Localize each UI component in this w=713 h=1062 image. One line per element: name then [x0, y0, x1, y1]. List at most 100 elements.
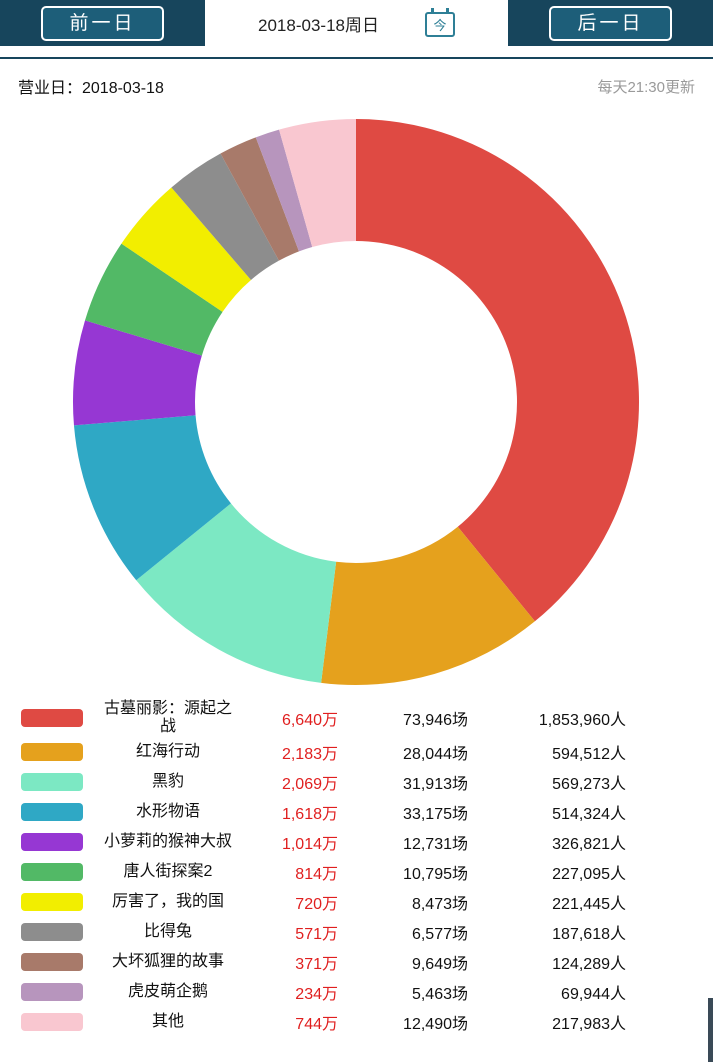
movie-audience: 326,821人	[552, 835, 626, 853]
movie-name: 水形物语	[135, 802, 200, 820]
legend-swatch-cell	[0, 802, 104, 821]
movie-name: 比得兔	[143, 922, 192, 940]
movie-revenue: 2,183万	[281, 745, 338, 763]
movie-sessions: 12,490场	[403, 1015, 468, 1033]
current-date-label: 2018-03-18周日	[258, 15, 379, 35]
legend-color-swatch	[21, 862, 83, 881]
movie-name: 厉害了，我的国	[111, 892, 224, 910]
legend-row: 水形物语 1,618万 33,175场 514,324人	[0, 797, 713, 827]
legend-color-swatch	[21, 802, 83, 821]
legend-row: 大坏狐狸的故事 371万 9,649场 124,289人	[0, 947, 713, 977]
legend-table: 古墓丽影：源起之战 6,640万 73,946场 1,853,960人 红海行动…	[0, 700, 713, 1037]
movie-sessions: 8,473场	[411, 895, 468, 913]
header: 前一日 2018-03-18周日 今 后一日	[0, 0, 713, 46]
pie-slice[interactable]	[73, 320, 202, 426]
movie-audience: 227,095人	[552, 865, 626, 883]
pie-slice[interactable]	[73, 415, 231, 581]
movie-revenue: 1,014万	[281, 835, 338, 853]
legend-swatch-cell	[0, 952, 104, 971]
legend-swatch-cell	[0, 982, 104, 1001]
pie-slice[interactable]	[279, 119, 356, 248]
movie-revenue: 720万	[295, 895, 338, 913]
movie-name: 小萝莉的猴神大叔	[104, 832, 233, 850]
legend-color-swatch	[21, 982, 83, 1001]
legend-row: 比得兔 571万 6,577场 187,618人	[0, 917, 713, 947]
pie-slice[interactable]	[136, 503, 337, 683]
movie-name: 红海行动	[135, 742, 200, 760]
legend-color-swatch	[21, 1012, 83, 1031]
movie-name: 大坏狐狸的故事	[111, 952, 224, 970]
legend-swatch-cell	[0, 922, 104, 941]
movie-sessions: 9,649场	[411, 955, 468, 973]
legend-color-swatch	[21, 709, 83, 728]
scrollbar-thumb[interactable]	[708, 998, 713, 1062]
legend-swatch-cell	[0, 742, 104, 761]
movie-audience: 124,289人	[552, 955, 626, 973]
pie-slice[interactable]	[121, 187, 251, 312]
legend-row: 红海行动 2,183万 28,044场 594,512人	[0, 737, 713, 767]
legend-row: 虎皮萌企鹅 234万 5,463场 69,944人	[0, 977, 713, 1007]
calendar-icon-label: 今	[433, 18, 447, 33]
legend-swatch-cell	[0, 709, 104, 728]
legend-row: 小萝莉的猴神大叔 1,014万 12,731场 326,821人	[0, 827, 713, 857]
pie-slice[interactable]	[321, 526, 535, 685]
movie-audience: 69,944人	[561, 985, 626, 1003]
movie-name: 古墓丽影：源起之战	[104, 700, 233, 736]
movie-name: 黑豹	[151, 772, 184, 790]
business-day-label: 营业日：2018-03-18	[18, 80, 164, 97]
legend-color-swatch	[21, 952, 83, 971]
movie-sessions: 10,795场	[403, 865, 468, 883]
pie-slice[interactable]	[255, 129, 313, 252]
movie-sessions: 33,175场	[403, 805, 468, 823]
movie-revenue: 6,640万	[281, 712, 338, 730]
legend-swatch-cell	[0, 772, 104, 791]
legend-color-swatch	[21, 832, 83, 851]
info-row: 营业日：2018-03-18 每天21:30更新	[0, 59, 713, 104]
next-day-button[interactable]: 后一日	[549, 5, 672, 41]
movie-audience: 217,983人	[552, 1015, 626, 1033]
movie-audience: 187,618人	[552, 925, 626, 943]
pie-slice[interactable]	[85, 243, 223, 356]
header-divider	[0, 57, 713, 59]
prev-day-button[interactable]: 前一日	[41, 5, 164, 41]
movie-audience: 594,512人	[552, 745, 626, 763]
today-calendar-icon[interactable]: 今	[424, 8, 455, 37]
calendar-icon-tab	[445, 8, 449, 14]
legend-color-swatch	[21, 922, 83, 941]
movie-sessions: 12,731场	[403, 835, 468, 853]
movie-audience: 514,324人	[552, 805, 626, 823]
header-right-section: 后一日	[508, 0, 713, 46]
movie-audience: 1,853,960人	[538, 712, 626, 730]
legend-swatch-cell	[0, 832, 104, 851]
header-date-panel: 2018-03-18周日 今	[205, 0, 508, 46]
legend-row: 其他 744万 12,490场 217,983人	[0, 1007, 713, 1037]
movie-revenue: 1,618万	[281, 805, 338, 823]
movie-sessions: 31,913场	[403, 775, 468, 793]
movie-revenue: 371万	[295, 955, 338, 973]
movie-revenue: 571万	[295, 925, 338, 943]
legend-swatch-cell	[0, 862, 104, 881]
update-schedule-note: 每天21:30更新	[597, 78, 695, 96]
movie-name: 唐人街探案2	[123, 862, 213, 880]
pie-slice[interactable]	[171, 153, 279, 280]
movie-name: 虎皮萌企鹅	[127, 982, 208, 1000]
legend-row: 唐人街探案2 814万 10,795场 227,095人	[0, 857, 713, 887]
header-left-section: 前一日	[0, 0, 205, 46]
legend-color-swatch	[21, 892, 83, 911]
movie-sessions: 73,946场	[403, 712, 468, 730]
legend-row: 黑豹 2,069万 31,913场 569,273人	[0, 767, 713, 797]
legend-row: 古墓丽影：源起之战 6,640万 73,946场 1,853,960人	[0, 700, 713, 737]
legend-color-swatch	[21, 772, 83, 791]
calendar-icon-tab	[430, 8, 434, 14]
legend-color-swatch	[21, 742, 83, 761]
donut-chart[interactable]	[0, 104, 713, 700]
pie-slice[interactable]	[220, 137, 299, 261]
movie-name: 其他	[151, 1012, 184, 1030]
movie-sessions: 5,463场	[411, 985, 468, 1003]
movie-audience: 569,273人	[552, 775, 626, 793]
pie-slice[interactable]	[356, 119, 640, 622]
legend-swatch-cell	[0, 1012, 104, 1031]
legend-swatch-cell	[0, 892, 104, 911]
movie-revenue: 2,069万	[281, 775, 338, 793]
movie-audience: 221,445人	[552, 895, 626, 913]
